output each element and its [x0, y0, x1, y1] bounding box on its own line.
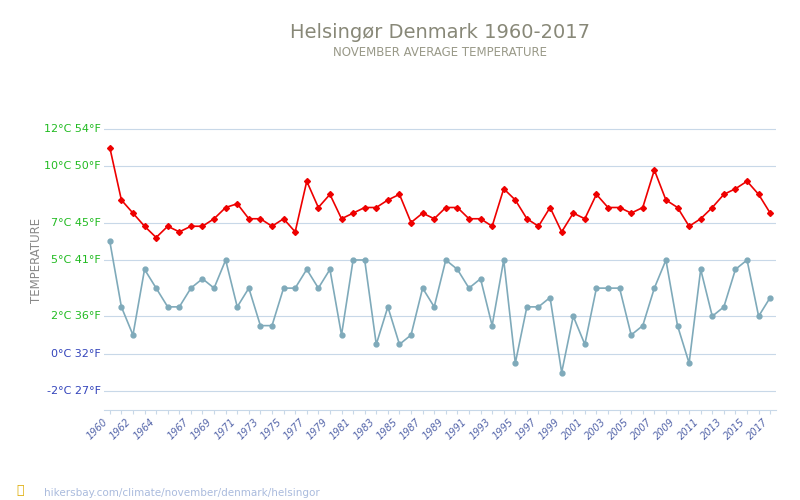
NIGHT	[766, 294, 775, 300]
NIGHT	[742, 257, 752, 263]
Legend: NIGHT, DAY: NIGHT, DAY	[358, 495, 522, 500]
Text: -2°C 27°F: -2°C 27°F	[46, 386, 101, 396]
NIGHT	[673, 322, 682, 328]
Text: 0°C 32°F: 0°C 32°F	[51, 349, 101, 359]
DAY	[603, 204, 613, 210]
Text: 5°C 41°F: 5°C 41°F	[51, 255, 101, 265]
DAY	[267, 223, 277, 229]
DAY	[557, 229, 566, 235]
DAY	[673, 204, 682, 210]
DAY	[151, 234, 161, 240]
Line: DAY: DAY	[108, 146, 772, 240]
NIGHT	[267, 322, 277, 328]
Text: TEMPERATURE: TEMPERATURE	[30, 218, 43, 302]
DAY	[105, 144, 114, 150]
NIGHT	[105, 238, 114, 244]
Text: Helsingør Denmark 1960-2017: Helsingør Denmark 1960-2017	[290, 23, 590, 42]
Text: hikersbay.com/climate/november/denmark/helsingor: hikersbay.com/climate/november/denmark/h…	[44, 488, 320, 498]
Text: 2°C 36°F: 2°C 36°F	[51, 311, 101, 322]
Text: 7°C 45°F: 7°C 45°F	[50, 218, 101, 228]
Line: NIGHT: NIGHT	[107, 239, 773, 375]
NIGHT	[603, 285, 613, 291]
NIGHT	[557, 370, 566, 376]
Text: NOVEMBER AVERAGE TEMPERATURE: NOVEMBER AVERAGE TEMPERATURE	[333, 46, 547, 59]
DAY	[766, 210, 775, 216]
Text: 12°C 54°F: 12°C 54°F	[44, 124, 101, 134]
Text: ⭕: ⭕	[16, 484, 23, 498]
NIGHT	[546, 294, 555, 300]
NIGHT	[256, 322, 266, 328]
DAY	[742, 178, 752, 184]
DAY	[278, 216, 288, 222]
Text: 10°C 50°F: 10°C 50°F	[44, 161, 101, 171]
